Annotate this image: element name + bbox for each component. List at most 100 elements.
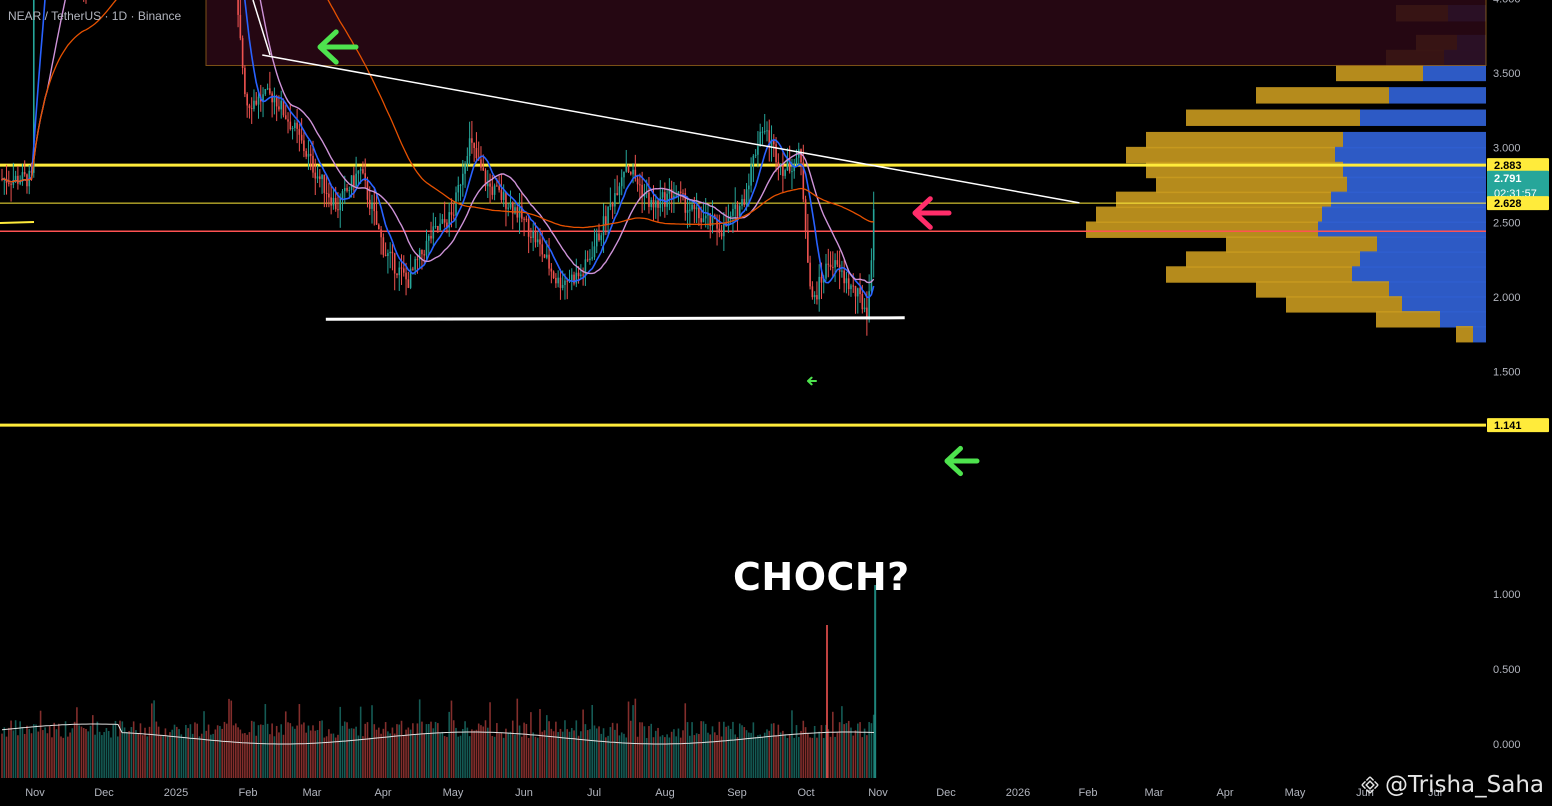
volume-bar-72 bbox=[164, 728, 167, 778]
volume-bar-218 bbox=[496, 723, 498, 778]
volume-bar-364 bbox=[827, 729, 830, 778]
volume-bar-96 bbox=[219, 726, 221, 778]
candle-body-186 bbox=[423, 254, 426, 256]
volume-bar-177 bbox=[402, 735, 405, 778]
volume-bar-132 bbox=[300, 724, 303, 778]
old-level-stub bbox=[0, 221, 35, 224]
volume-bar-178 bbox=[405, 729, 407, 778]
volume-bar-174 bbox=[396, 724, 398, 778]
volume-bar-315 bbox=[716, 735, 718, 778]
candle-body-284 bbox=[645, 192, 648, 194]
candle-body-182 bbox=[414, 259, 416, 270]
candle-body-288 bbox=[654, 200, 657, 208]
volume-bar-80 bbox=[182, 736, 185, 778]
volume-bar-230 bbox=[523, 722, 525, 778]
candle-body-175 bbox=[398, 267, 401, 276]
volume-bar-78 bbox=[178, 729, 180, 778]
volume-bar-368 bbox=[836, 732, 839, 778]
candle-body-352 bbox=[800, 149, 802, 163]
volume-bar-90 bbox=[205, 730, 208, 778]
profile-bar-down-25 bbox=[1473, 326, 1486, 343]
candle-body-334 bbox=[759, 131, 761, 147]
volume-bar-56 bbox=[128, 730, 130, 778]
candle-body-381 bbox=[866, 307, 868, 318]
candle-body-295 bbox=[670, 189, 673, 199]
candle-body-213 bbox=[484, 170, 487, 187]
candle-body-311 bbox=[707, 213, 709, 216]
candle-body-152 bbox=[346, 187, 348, 191]
candle-body-179 bbox=[407, 279, 410, 288]
volume-bar-9 bbox=[21, 727, 24, 778]
time-tick-9: Aug bbox=[655, 787, 675, 799]
candle-body-377 bbox=[856, 288, 859, 297]
volume-bar-60 bbox=[137, 733, 139, 778]
candle-body-141 bbox=[321, 174, 323, 179]
candle-body-6 bbox=[14, 175, 17, 180]
candle-body-121 bbox=[275, 97, 278, 107]
volume-bar-155 bbox=[353, 728, 355, 778]
volume-bar-263 bbox=[598, 726, 600, 778]
volume-bar-135 bbox=[307, 725, 310, 778]
volume-bar-89 bbox=[203, 711, 205, 778]
candle-body-373 bbox=[847, 278, 850, 290]
profile-bar-down-23 bbox=[1402, 296, 1486, 313]
volume-bar-188 bbox=[427, 724, 430, 778]
time-tick-2: 2025 bbox=[164, 787, 188, 799]
volume-bar-352 bbox=[800, 730, 802, 778]
time-tick-12: Nov bbox=[868, 787, 888, 799]
candle-body-271 bbox=[616, 193, 618, 196]
candle-body-272 bbox=[618, 186, 621, 196]
volume-bar-264 bbox=[600, 733, 603, 778]
candle-body-216 bbox=[491, 186, 494, 195]
volume-bar-83 bbox=[189, 724, 192, 778]
volume-spike-last bbox=[874, 585, 877, 778]
candle-body-143 bbox=[325, 192, 328, 194]
supply-zone bbox=[205, 0, 1487, 66]
volume-bar-261 bbox=[593, 725, 596, 778]
candle-body-239 bbox=[543, 254, 546, 258]
volume-bar-44 bbox=[101, 735, 103, 778]
volume-bar-0 bbox=[1, 733, 3, 778]
volume-bar-337 bbox=[766, 729, 768, 778]
volume-bar-319 bbox=[725, 726, 727, 778]
candle-body-130 bbox=[296, 122, 298, 129]
level-badge-1-text: 2.883 bbox=[1494, 160, 1522, 172]
candle-body-131 bbox=[298, 128, 301, 135]
volume-bar-8 bbox=[19, 721, 21, 778]
supply-zone-box bbox=[205, 0, 1487, 66]
volume-bar-192 bbox=[437, 723, 439, 778]
candle-body-368 bbox=[836, 260, 839, 265]
candle-body-301 bbox=[684, 193, 687, 213]
time-tick-5: Apr bbox=[374, 787, 391, 799]
candle-body-361 bbox=[820, 276, 823, 283]
arrow-annotations bbox=[317, 29, 980, 477]
volume-bar-244 bbox=[555, 721, 557, 778]
volume-bar-236 bbox=[536, 737, 539, 778]
ma-fast-line bbox=[1, 0, 875, 299]
volume-bar-294 bbox=[668, 737, 671, 778]
volume-bar-117 bbox=[266, 723, 269, 778]
candle-body-172 bbox=[391, 251, 394, 254]
volume-bar-340 bbox=[773, 723, 775, 778]
candle-body-232 bbox=[527, 219, 530, 237]
volume-bar-254 bbox=[577, 735, 580, 778]
candle-body-160 bbox=[364, 173, 366, 181]
candle-body-328 bbox=[745, 189, 748, 206]
volume-bar-141 bbox=[321, 720, 323, 778]
candle-body-255 bbox=[580, 274, 582, 277]
candle-body-105 bbox=[239, 14, 242, 39]
volume-bar-276 bbox=[627, 701, 630, 778]
candle-body-307 bbox=[698, 207, 700, 219]
volume-bar-152 bbox=[346, 722, 348, 778]
candle-body-289 bbox=[657, 200, 659, 208]
volume-bar-97 bbox=[221, 728, 223, 778]
candle-body-348 bbox=[791, 171, 793, 173]
candle-body-356 bbox=[809, 262, 811, 287]
candle-body-341 bbox=[775, 144, 777, 163]
volume-bar-23 bbox=[53, 722, 56, 778]
candle-body-233 bbox=[530, 236, 532, 238]
volume-bar-173 bbox=[393, 733, 396, 778]
volume-bar-290 bbox=[659, 736, 662, 778]
candle-body-148 bbox=[337, 209, 339, 211]
